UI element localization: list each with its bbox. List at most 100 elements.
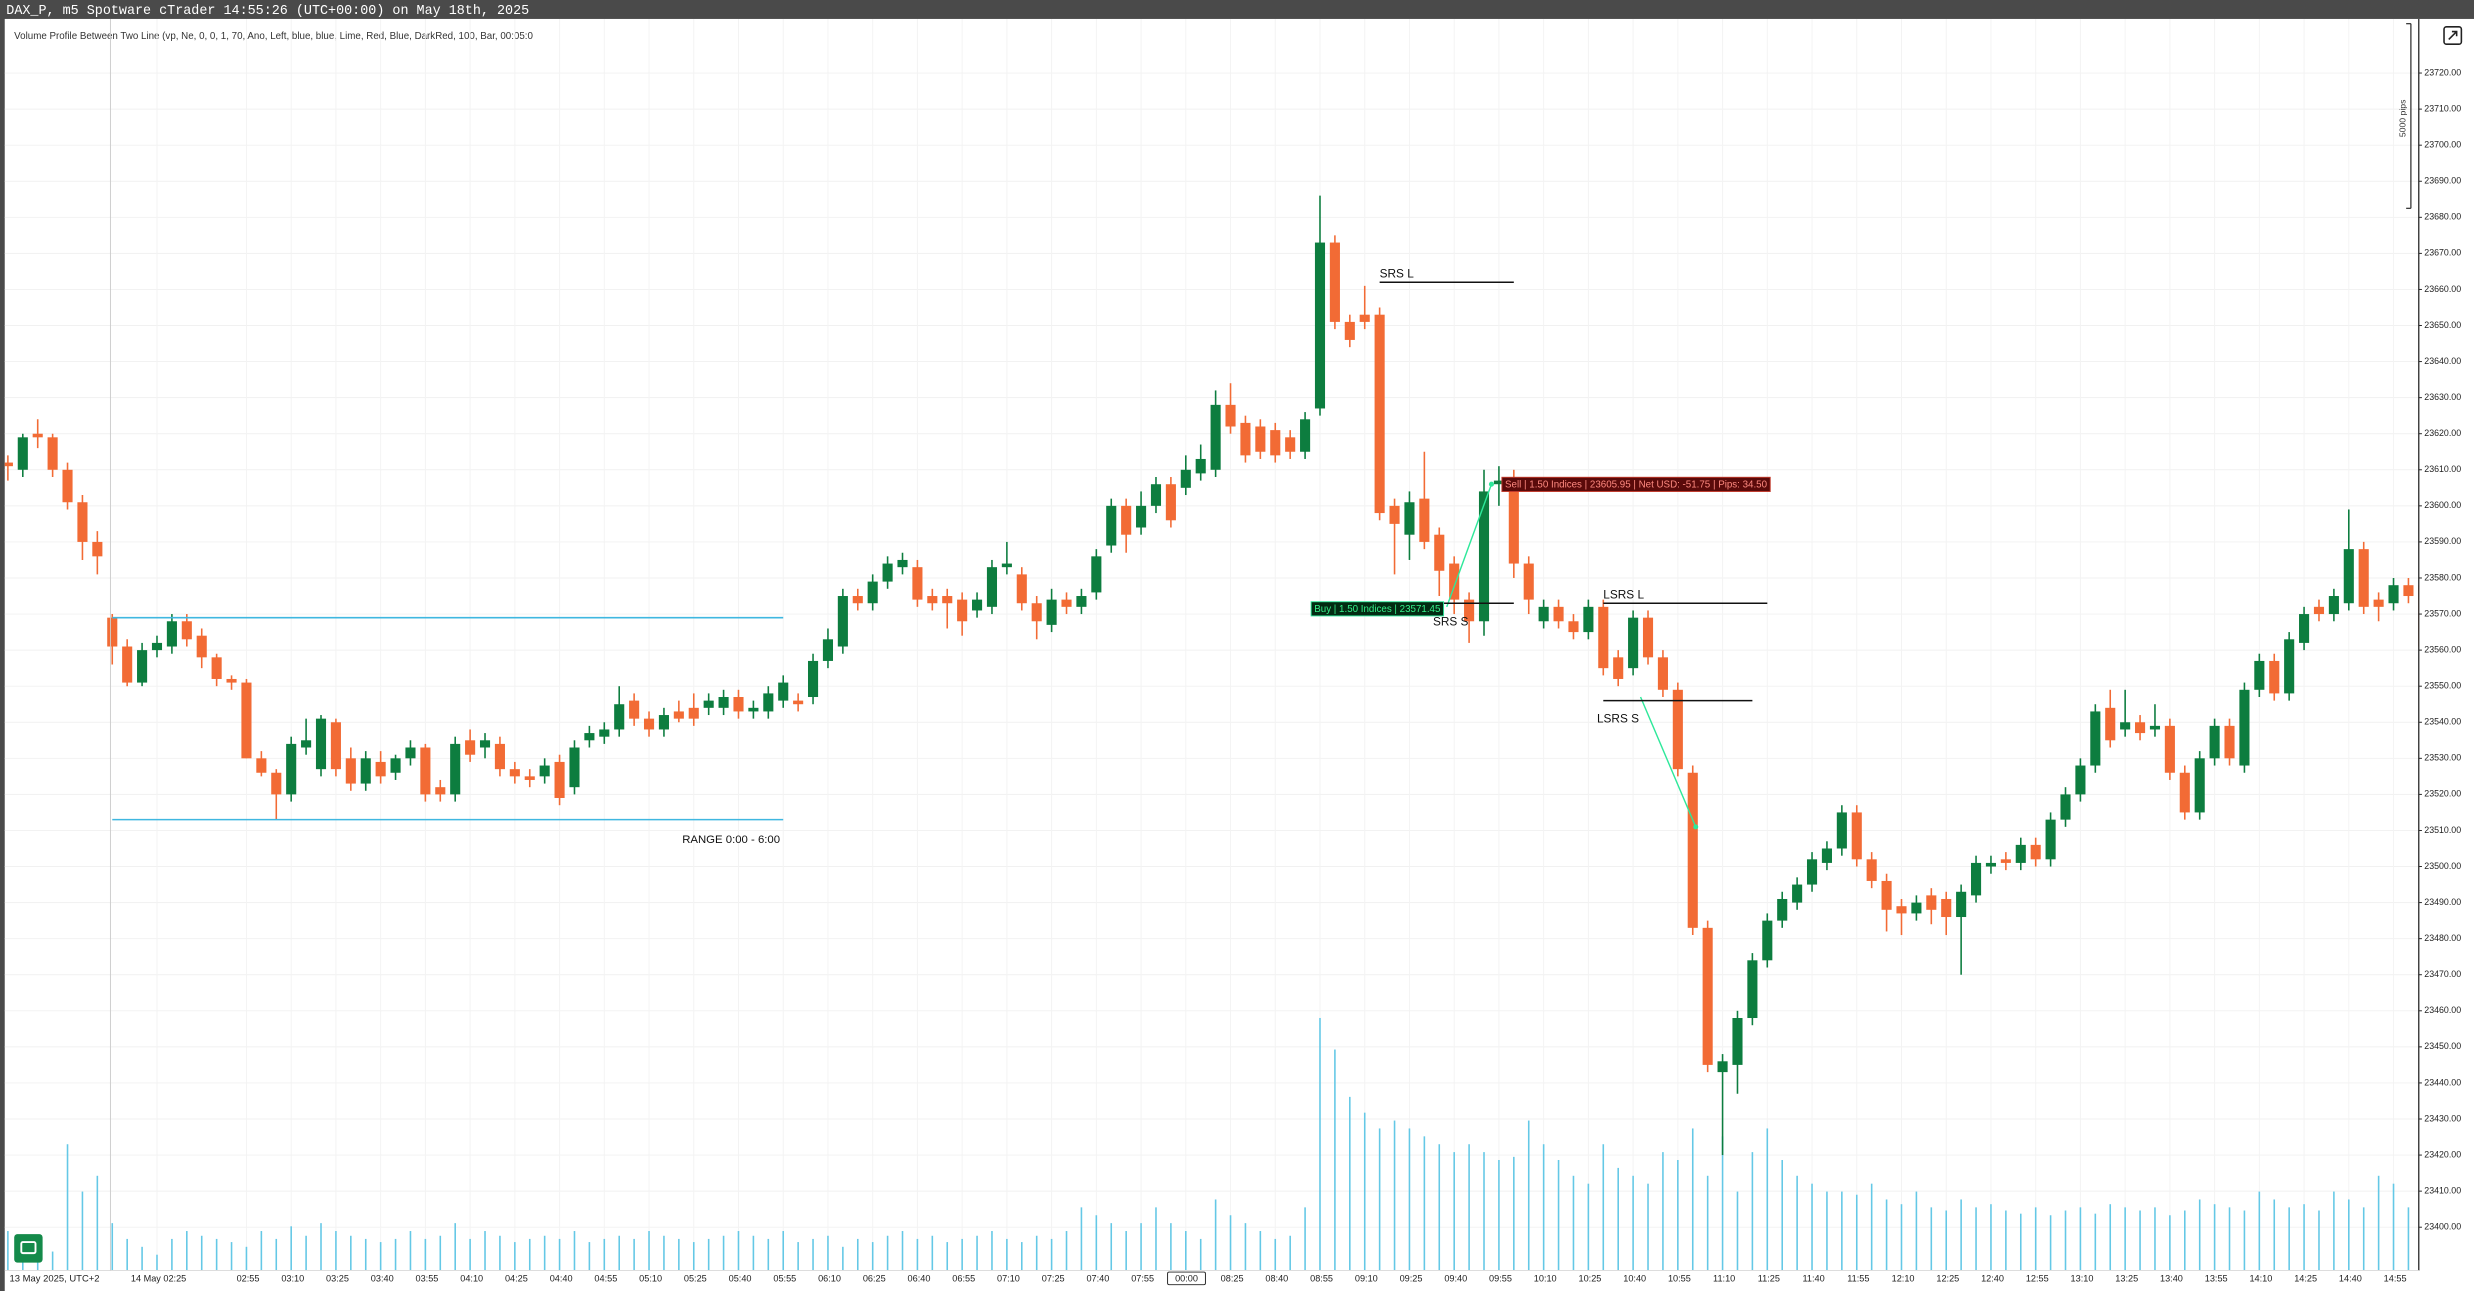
volume-bar: [961, 1238, 963, 1271]
candle-body: [793, 700, 804, 705]
candle-body: [1255, 426, 1266, 452]
volume-bar: [1423, 1136, 1426, 1271]
x-tick-label: 03:10: [281, 1274, 304, 1284]
y-tick-label: 23410.00: [2424, 1185, 2461, 1195]
volume-bar: [1632, 1175, 1634, 1271]
trade-point: [1488, 481, 1494, 487]
volume-bar: [722, 1235, 725, 1271]
candle-body: [2209, 725, 2220, 759]
title-bar: [0, 0, 2474, 19]
volume-bar: [394, 1238, 397, 1271]
candle-body: [2313, 606, 2325, 615]
candle-body: [1881, 880, 1892, 910]
candle-body: [1836, 812, 1847, 849]
x-tick-label: 14:10: [2249, 1274, 2272, 1284]
candle-body: [1270, 430, 1281, 456]
volume-bar: [1155, 1207, 1157, 1271]
x-tick-label: 04:40: [550, 1274, 573, 1284]
candle-body: [2254, 660, 2265, 690]
candle-body: [1165, 484, 1176, 521]
y-tick-label: 23640.00: [2424, 356, 2461, 366]
candle-body: [2045, 819, 2056, 860]
plot-area: [4, 195, 2419, 1271]
app-icon[interactable]: [14, 1234, 43, 1263]
volume-bar: [886, 1235, 889, 1271]
volume-bar: [1915, 1191, 1918, 1271]
volume-bar: [1557, 1160, 1560, 1271]
volume-bar: [588, 1242, 591, 1271]
x-tick-label: 05:55: [773, 1274, 796, 1284]
volume-bar: [454, 1223, 456, 1271]
volume-bar: [2154, 1207, 2156, 1271]
volume-bar: [1900, 1204, 1903, 1271]
candle-body: [2343, 549, 2354, 604]
x-tick-label: 03:55: [416, 1274, 439, 1284]
volume-bar: [1542, 1144, 1545, 1271]
candle-body: [599, 729, 610, 737]
y-tick-label: 23600.00: [2424, 500, 2461, 510]
x-tick-label: 12:25: [1936, 1274, 1959, 1284]
candle-body: [524, 776, 535, 780]
x-tick-label: 11:40: [1803, 1274, 1825, 1284]
x-tick-label: 09:55: [1489, 1274, 1512, 1284]
volume-bar: [1602, 1144, 1605, 1271]
volume-bar: [81, 1191, 84, 1271]
volume-bar: [1319, 1017, 1321, 1271]
y-tick-label: 23570.00: [2424, 608, 2461, 618]
volume-bar: [1438, 1144, 1441, 1271]
candle-body: [1419, 498, 1430, 542]
candle-body: [2179, 772, 2190, 813]
volume-bar: [1855, 1194, 1858, 1271]
candle-body: [494, 743, 505, 770]
chart-title: DAX_P, m5 Spotware cTrader 14:55:26 (UTC…: [6, 4, 529, 19]
level-label: LSRS L: [1603, 587, 1644, 601]
volume-bar: [2169, 1215, 2171, 1271]
y-tick-label: 23450.00: [2424, 1041, 2461, 1051]
trade-label-text: Sell | 1.50 Indices | 23605.95 | Net USD…: [1505, 479, 1768, 490]
volume-bar: [1796, 1175, 1798, 1271]
volume-bar: [1274, 1238, 1277, 1271]
candle-body: [539, 765, 550, 777]
volume-bar: [1677, 1160, 1679, 1271]
candle-body: [360, 758, 371, 784]
candle-body: [778, 682, 789, 701]
volume-bar: [856, 1238, 859, 1271]
volume-bar: [1140, 1223, 1142, 1271]
candle-body: [32, 433, 43, 438]
volume-bar: [752, 1235, 755, 1271]
candle-body: [2105, 707, 2116, 741]
range-label: RANGE 0:00 - 6:00: [682, 834, 780, 846]
volume-bar: [2183, 1210, 2186, 1271]
candle-body: [1985, 862, 1997, 867]
candle-body: [315, 718, 327, 770]
trade-label: Sell | 1.50 Indices | 23605.95 | Net USD…: [1501, 476, 1771, 492]
candle-body: [882, 563, 893, 582]
candle-body: [137, 650, 148, 683]
candle-body: [390, 758, 401, 773]
volume-bar: [469, 1238, 471, 1271]
volume-bar: [2139, 1210, 2141, 1271]
volume-bar: [528, 1238, 531, 1271]
candle-body: [1568, 621, 1579, 633]
candle-body: [1851, 812, 1862, 860]
candle-body: [763, 693, 774, 712]
volume-bar: [1393, 1120, 1396, 1271]
candle-body: [345, 758, 356, 784]
volume-bar: [692, 1242, 695, 1271]
y-tick-label: 23630.00: [2424, 392, 2461, 402]
candle-body: [2373, 599, 2384, 607]
volume-bar: [126, 1238, 128, 1271]
candle-body: [1598, 606, 1609, 669]
x-tick-label: 05:25: [684, 1274, 707, 1284]
candle-body: [1478, 491, 1490, 622]
y-tick-label: 23540.00: [2424, 717, 2461, 727]
y-tick-label: 23480.00: [2424, 933, 2461, 943]
candle-body: [1657, 657, 1668, 690]
trade-label: Buy | 1.50 Indices | 23571.45: [1310, 601, 1445, 617]
candle-body: [479, 740, 491, 748]
volume-bar: [439, 1235, 442, 1271]
x-tick-label: 10:25: [1579, 1274, 1602, 1284]
grid: [4, 18, 2419, 1271]
candle-body: [107, 617, 118, 647]
